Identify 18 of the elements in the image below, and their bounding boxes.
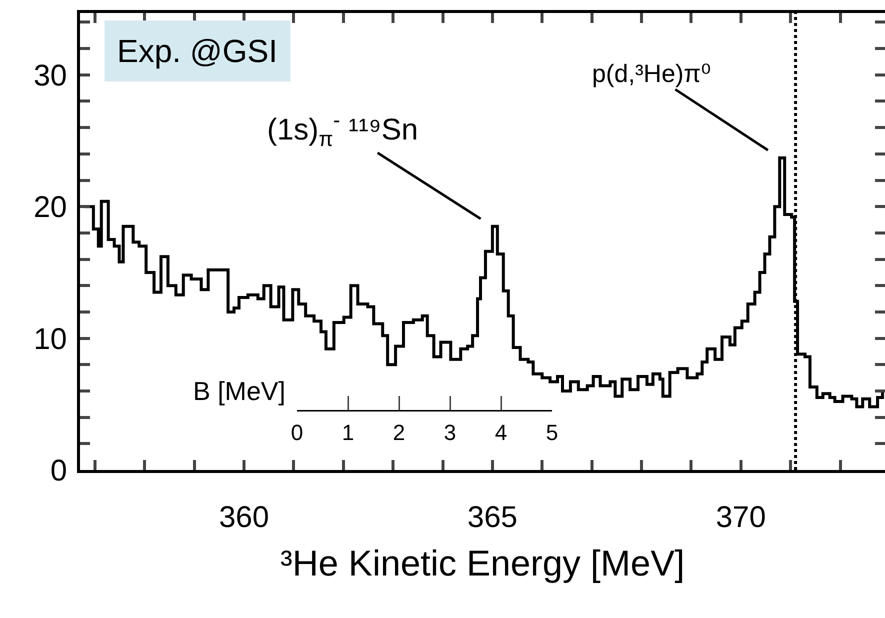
annotation: (1s)$_{π}$$^{-}$ ¹¹⁹Sn <box>267 109 418 151</box>
x-axis-title: ³He Kinetic Energy [MeV] <box>280 542 685 584</box>
y-tick-label: 10 <box>34 322 67 356</box>
annotation: Exp. @GSI <box>117 33 278 69</box>
annotation: p(d,³He)π⁰ <box>592 60 711 88</box>
x2-tick-label: 0 <box>290 420 304 445</box>
x2-axis-title: B [MeV] <box>193 376 286 406</box>
y-tick-label: 0 <box>50 454 67 488</box>
x-tick-label: 370 <box>716 501 766 534</box>
x2-tick-label: 5 <box>546 420 558 445</box>
x2-tick-label: 1 <box>342 420 354 445</box>
x2-tick-label: 4 <box>494 420 508 445</box>
x2-tick-label: 3 <box>444 420 456 445</box>
y-tick-label: 20 <box>34 191 67 224</box>
x2-tick-label: 2 <box>392 420 406 445</box>
x-tick-label: 365 <box>467 501 518 534</box>
y-tick-label: 30 <box>34 59 67 92</box>
x-tick-label: 360 <box>218 501 270 534</box>
